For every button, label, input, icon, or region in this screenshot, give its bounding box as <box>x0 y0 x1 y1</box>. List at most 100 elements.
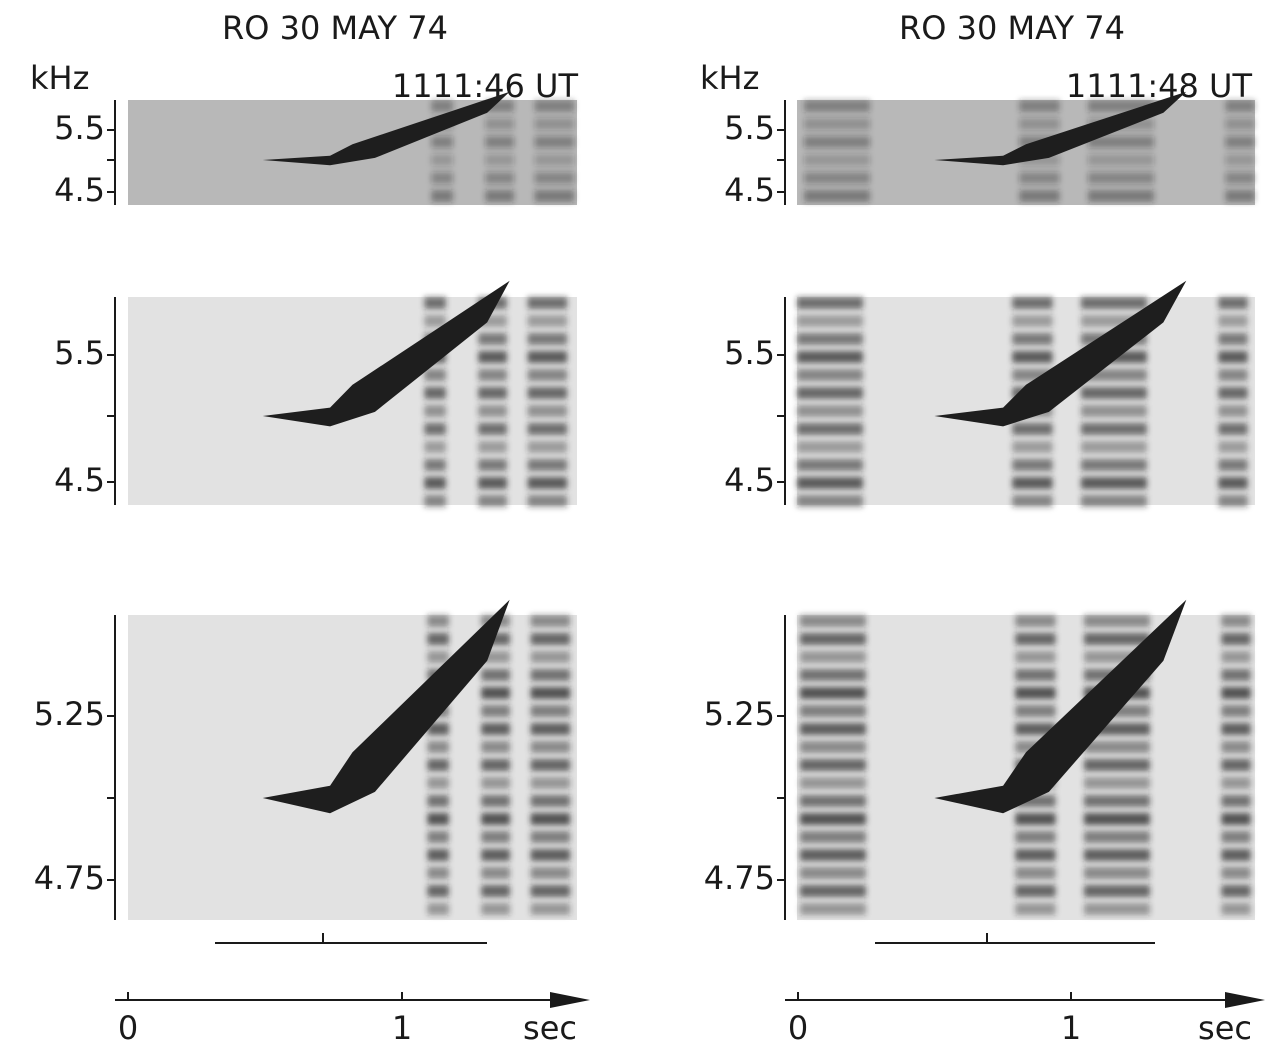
noise-blob <box>530 651 571 663</box>
noise-blob <box>527 477 568 489</box>
noise-blob <box>1225 100 1255 112</box>
noise-blob <box>478 351 507 363</box>
whistler <box>262 91 510 166</box>
noise-blob <box>427 651 449 663</box>
noise-blob <box>481 777 510 789</box>
noise-blob <box>527 351 568 363</box>
noise-blob <box>1012 297 1053 309</box>
noise-blob <box>1087 190 1154 202</box>
noise-blob <box>1218 387 1248 399</box>
noise-blob <box>1087 154 1154 166</box>
noise-blob <box>530 867 571 879</box>
noise-blob <box>424 477 446 489</box>
noise-blob <box>424 315 446 327</box>
noise-blob <box>1080 387 1147 399</box>
noise-blob <box>800 759 866 771</box>
noise-blob <box>530 741 571 753</box>
unit-label: kHz <box>30 59 89 97</box>
noise-blob <box>478 441 507 453</box>
y-tick-label: 4.75 <box>704 859 775 897</box>
noise-blob <box>1221 651 1251 663</box>
noise-blob <box>1015 867 1056 879</box>
noise-blob <box>1218 333 1248 345</box>
noise-blob <box>1015 723 1056 735</box>
noise-blob <box>481 813 510 825</box>
noise-blob <box>1083 759 1150 771</box>
noise-blob <box>1083 741 1150 753</box>
noise-blob <box>481 687 510 699</box>
spectrogram <box>128 91 577 205</box>
noise-blob <box>1221 759 1251 771</box>
noise-blob <box>800 885 866 897</box>
noise-blob <box>797 405 863 417</box>
title: RO 30 MAY 74 <box>222 9 448 47</box>
noise-blob <box>797 351 863 363</box>
noise-blob <box>527 441 568 453</box>
x-arrow <box>1225 992 1265 1008</box>
noise-blob <box>1083 633 1150 645</box>
noise-blob <box>527 297 568 309</box>
unit-label: kHz <box>700 59 759 97</box>
noise-blob <box>530 813 571 825</box>
noise-blob <box>800 651 866 663</box>
noise-blob <box>534 118 575 130</box>
noise-blob <box>1221 633 1251 645</box>
noise-blob <box>527 459 568 471</box>
noise-blob <box>1221 723 1251 735</box>
title: RO 30 MAY 74 <box>899 9 1125 47</box>
noise-blob <box>800 723 866 735</box>
noise-blob <box>1221 741 1251 753</box>
spectrogram <box>797 91 1255 205</box>
noise-blob <box>1083 903 1150 915</box>
noise-blob <box>427 777 449 789</box>
noise-blob <box>481 903 510 915</box>
noise-blob <box>427 849 449 861</box>
noise-blob <box>797 333 863 345</box>
noise-blob <box>1015 615 1056 627</box>
noise-blob <box>424 423 446 435</box>
x-tick-label: 0 <box>118 1009 138 1047</box>
noise-blob <box>804 172 870 184</box>
noise-blob <box>1083 849 1150 861</box>
y-tick-label: 5.5 <box>54 334 105 372</box>
noise-blob <box>534 100 575 112</box>
noise-blob <box>485 118 514 130</box>
noise-blob <box>481 885 510 897</box>
noise-blob <box>800 831 866 843</box>
noise-blob <box>800 777 866 789</box>
time-label: 1111:46 UT <box>392 67 579 105</box>
noise-blob <box>530 615 571 627</box>
noise-blob <box>478 333 507 345</box>
noise-blob <box>478 423 507 435</box>
y-tick-label: 4.5 <box>724 461 775 499</box>
noise-blob <box>485 154 514 166</box>
noise-blob <box>424 459 446 471</box>
noise-blob <box>1225 154 1255 166</box>
noise-blob <box>797 387 863 399</box>
noise-blob <box>424 387 446 399</box>
spectrogram <box>128 280 577 507</box>
noise-blob <box>478 495 507 507</box>
noise-blob <box>424 441 446 453</box>
noise-blob <box>1087 136 1154 148</box>
noise-blob <box>427 615 449 627</box>
noise-blob <box>1012 441 1053 453</box>
noise-blob <box>534 190 575 202</box>
noise-blob <box>530 849 571 861</box>
noise-blob <box>1015 705 1056 717</box>
noise-blob <box>1015 831 1056 843</box>
noise-blob <box>1225 172 1255 184</box>
noise-blob <box>804 118 870 130</box>
noise-blob <box>534 136 575 148</box>
noise-blob <box>1218 423 1248 435</box>
noise-blob <box>1218 459 1248 471</box>
noise-blob <box>1221 705 1251 717</box>
noise-blob <box>1218 495 1248 507</box>
noise-blob <box>534 154 575 166</box>
y-tick-label: 4.5 <box>54 171 105 209</box>
noise-blob <box>485 136 514 148</box>
y-tick-label: 4.5 <box>54 461 105 499</box>
whistler <box>934 280 1187 427</box>
noise-blob <box>478 477 507 489</box>
